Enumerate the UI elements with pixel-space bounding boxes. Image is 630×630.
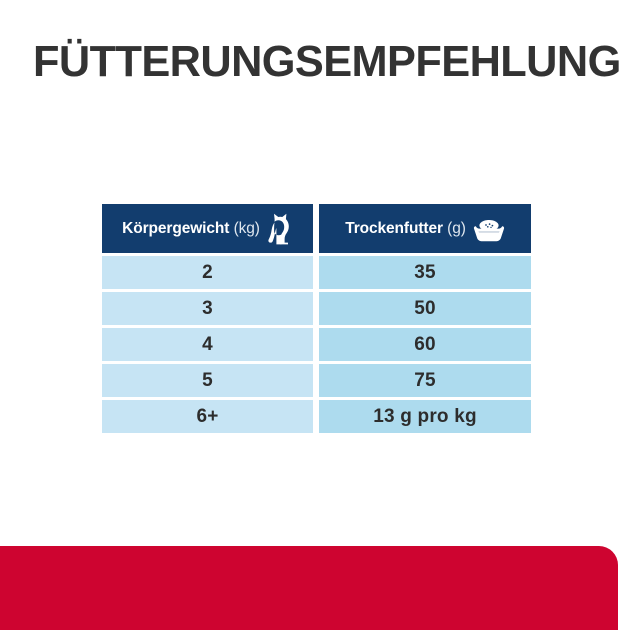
table-row: 75 <box>319 364 531 397</box>
table-header-bodyweight-label: Körpergewicht (kg) <box>122 220 260 238</box>
bottom-brand-band <box>0 546 618 630</box>
table-header-dryfood: Trockenfutter (g) <box>319 204 531 253</box>
food-bowl-icon <box>473 216 505 242</box>
table-header-bodyweight: Körpergewicht (kg) <box>102 204 313 253</box>
table-header-bodyweight-text: Körpergewicht <box>122 219 230 237</box>
table-header-dryfood-text: Trockenfutter <box>345 219 443 237</box>
table-row: 4 <box>102 328 313 361</box>
table-row: 5 <box>102 364 313 397</box>
feeding-recommendation-table: Körpergewicht (kg) 2 3 4 5 6+ Trockenfut… <box>102 204 531 433</box>
table-row: 35 <box>319 256 531 289</box>
table-header-bodyweight-unit: (kg) <box>233 219 260 237</box>
table-header-dryfood-label: Trockenfutter (g) <box>345 220 466 238</box>
table-row: 3 <box>102 292 313 325</box>
page-title: FÜTTERUNGSEMPFEHLUNG <box>33 37 621 86</box>
table-column-dryfood: Trockenfutter (g) 35 <box>319 204 531 433</box>
table-row: 6+ <box>102 400 313 433</box>
cat-icon <box>267 213 293 245</box>
table-row: 50 <box>319 292 531 325</box>
table-row: 2 <box>102 256 313 289</box>
table-row: 13 g pro kg <box>319 400 531 433</box>
table-column-bodyweight: Körpergewicht (kg) 2 3 4 5 6+ <box>102 204 313 433</box>
table-header-dryfood-unit: (g) <box>447 219 466 237</box>
table-row: 60 <box>319 328 531 361</box>
